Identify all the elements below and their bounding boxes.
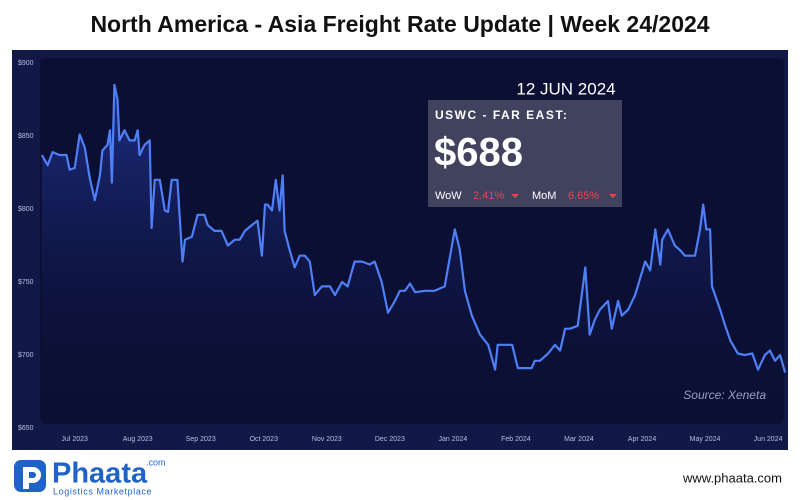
x-tick-label: Nov 2023 [312,436,342,443]
price: $688 [434,131,523,175]
x-tick-label: Jul 2023 [61,436,88,443]
x-tick-label: Dec 2023 [375,436,405,443]
x-tick-label: May 2024 [690,436,721,443]
tagline: Logistics Marketplace [53,486,152,496]
brand: Phaata [52,458,148,490]
source: Source: Xeneta [683,388,766,402]
down-arrow [609,194,617,198]
route: USWC - FAR EAST: [435,108,568,122]
price-box [428,100,622,207]
mom-value: 6.65% [568,190,599,202]
logo-mark [23,467,41,489]
date: 12 JUN 2024 [516,79,615,98]
x-tick-label: Aug 2023 [123,436,153,443]
line [40,83,787,373]
chart-title: North America - Asia Freight Rate Update… [90,11,709,37]
area [41,84,786,429]
x-tick-label: Jan 2024 [438,436,467,443]
y-tick-label: $800 [18,206,34,213]
y-tick-label: $850 [18,133,34,140]
down-arrow [511,194,519,198]
x-tick-label: Feb 2024 [501,436,531,443]
y-tick-label: $700 [18,352,34,359]
mom-label: MoM [532,190,556,202]
y-tick-label: $750 [18,279,34,286]
x-tick-label: Oct 2023 [250,436,279,443]
brand-domain: .com [146,457,166,467]
x-tick-label: Jun 2024 [754,436,783,443]
wow-label: WoW [435,190,462,202]
y-tick-label: $900 [18,60,34,67]
url: www.phaata.com [682,470,782,485]
x-tick-label: Sep 2023 [186,436,216,443]
x-tick-label: Mar 2024 [564,436,594,443]
logo-icon [14,460,46,492]
y-tick-label: $650 [18,425,34,432]
x-tick-label: Apr 2024 [628,436,657,443]
wow-value: 2.41% [473,190,504,202]
